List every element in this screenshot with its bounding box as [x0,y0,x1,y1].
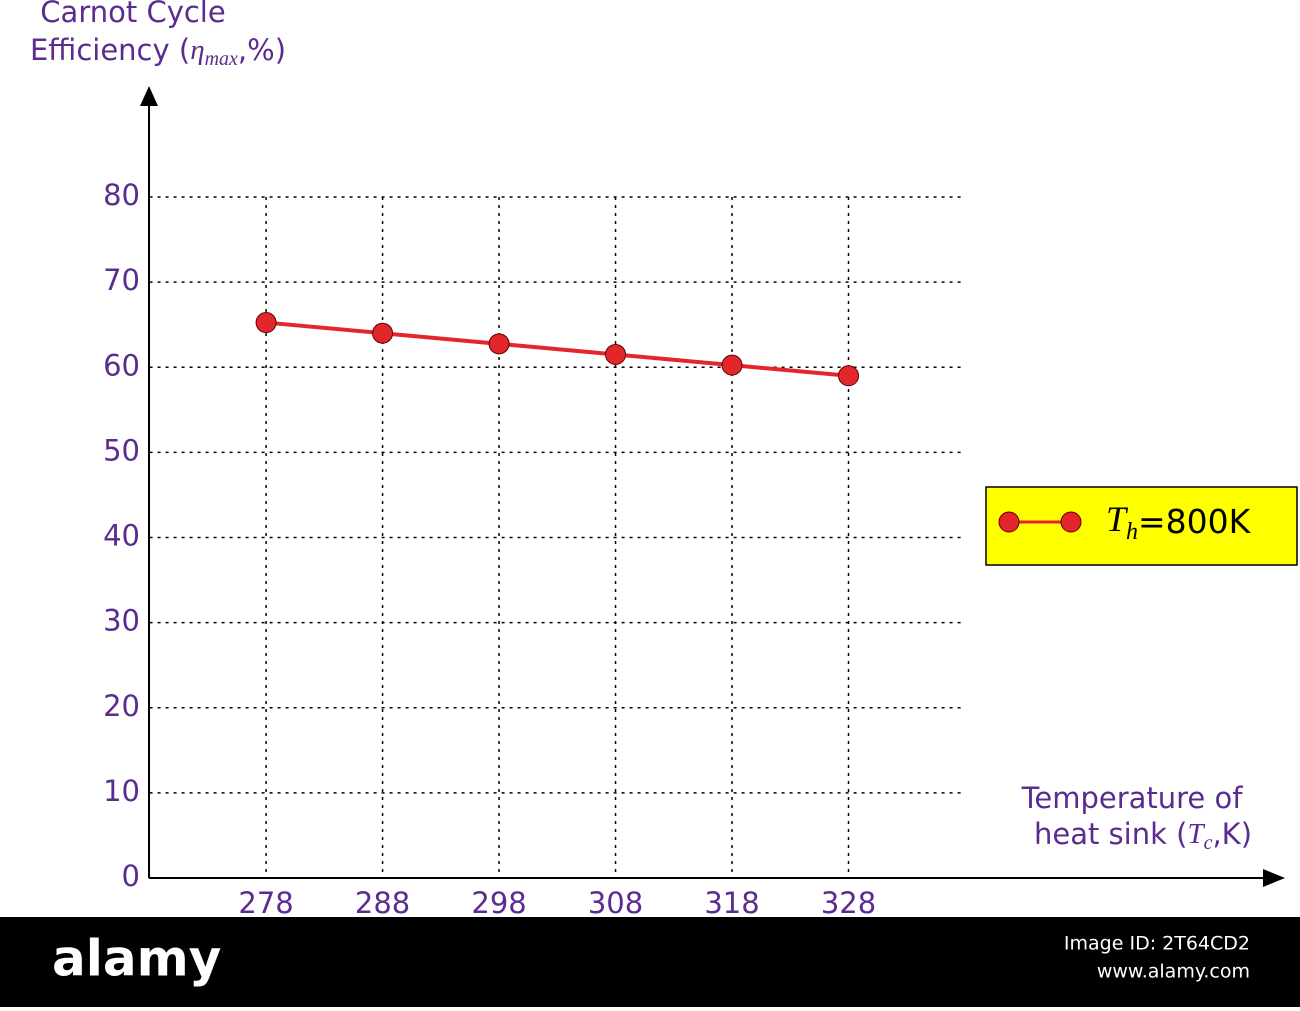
watermark-id: Image ID: 2T64CD2 [1064,933,1250,955]
y-axis-label: Carnot Cycle Efficiency (ηmax,%) [30,0,286,70]
x-label-symbol: T [1187,818,1205,850]
legend-box [985,486,1298,566]
y-tick-label: 70 [103,263,140,297]
axes [140,86,1285,887]
y-tick-label: 30 [103,604,140,638]
x-tick-label: 298 [471,886,526,920]
series-line [265,320,849,378]
watermark-brand: alamy [52,930,221,988]
legend-subscript: h [1126,519,1138,545]
y-tick-label: 10 [103,774,140,808]
data-point [605,343,627,365]
x-tick-label: 288 [355,886,410,920]
x-axis-label: Temperature of heat sink (Tc,K) [1021,781,1252,854]
y-tick-label: 80 [103,178,140,212]
x-label-line: heat sink (Tc,K) [1034,817,1252,854]
y-label-text: ,%) [238,33,286,67]
watermark: alamy Image ID: 2T64CD2 www.alamy.com [0,917,1300,1007]
data-point [721,354,743,376]
legend-label: Th=800K [1106,499,1252,544]
legend-marker [1060,511,1082,533]
y-label-text: Efficiency ( [30,33,190,67]
y-tick-label: 60 [103,348,140,382]
ticks: 0 10 20 30 40 50 60 70 80 278 288 298 308 318 328 [103,178,876,920]
y-axis-arrow [140,86,158,106]
legend-text: =800K [1138,502,1252,541]
x-label-line: Temperature of [1021,781,1244,815]
x-tick-label: 278 [238,886,293,920]
x-tick-label: 318 [704,886,759,920]
y-tick-label: 40 [103,519,140,553]
plot [255,312,860,387]
y-tick-label: 0 [122,859,140,893]
y-tick-label: 50 [103,433,140,467]
x-label-text: heat sink ( [1034,817,1187,851]
data-point [488,333,510,355]
y-tick-label: 20 [103,689,140,723]
y-label-subscript: max [205,48,238,70]
x-label-subscript: c [1204,832,1213,854]
grid [149,196,965,879]
legend-symbol: T [1106,499,1129,539]
watermark-site: www.alamy.com [1097,961,1250,983]
x-label-text: ,K) [1212,817,1252,851]
y-label-line: Carnot Cycle [40,0,225,29]
legend-marker [998,511,1020,533]
x-axis-arrow [1263,869,1285,887]
data-point [838,365,860,387]
x-tick-label: 328 [821,886,876,920]
y-label-line: Efficiency (ηmax,%) [30,33,286,70]
data-point [255,312,277,334]
data-point [372,322,394,344]
y-label-symbol: η [190,34,204,66]
x-tick-label: 308 [588,886,643,920]
legend: Th=800K [985,486,1298,566]
watermark-bar [0,917,1300,1007]
